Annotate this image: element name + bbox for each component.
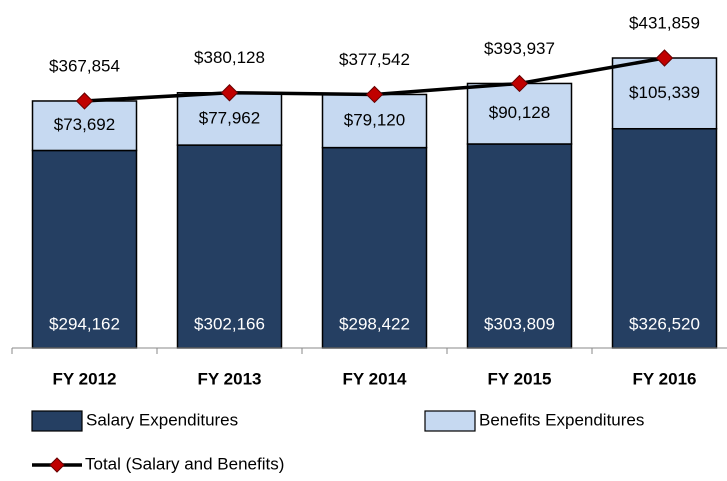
legend-swatch — [31, 410, 83, 432]
value-label: $302,166 — [194, 314, 265, 333]
value-label: $79,120 — [344, 111, 405, 130]
value-label: $105,339 — [629, 83, 700, 102]
bar-segment — [611, 57, 718, 130]
bar-segment — [321, 146, 428, 349]
value-label: $77,962 — [199, 108, 260, 127]
x-tick-label: FY 2015 — [488, 369, 552, 388]
x-tick-label: FY 2016 — [633, 369, 697, 388]
legend-label: Total (Salary and Benefits) — [85, 454, 284, 473]
value-label: $377,542 — [339, 50, 410, 69]
line-marker — [365, 85, 384, 104]
legend-label: Salary Expenditures — [86, 410, 238, 429]
value-label: $326,520 — [629, 314, 700, 333]
value-label: $90,128 — [489, 103, 550, 122]
value-label: $367,854 — [49, 56, 120, 75]
bar-segment — [176, 91, 283, 146]
value-label: $431,859 — [629, 13, 700, 32]
bar-segment — [321, 93, 428, 149]
value-label: $298,422 — [339, 314, 410, 333]
bar-segment — [466, 82, 573, 145]
value-label: $303,809 — [484, 314, 555, 333]
line-marker — [220, 84, 239, 102]
legend-label: Benefits Expenditures — [479, 410, 644, 429]
bar-segment — [31, 149, 138, 349]
legend-swatch — [424, 410, 476, 432]
line-marker — [510, 74, 529, 93]
value-label: $73,692 — [54, 115, 115, 134]
value-label: $380,128 — [194, 48, 265, 67]
line-marker — [655, 49, 674, 67]
line-marker — [75, 92, 94, 110]
x-tick-label: FY 2014 — [343, 369, 408, 388]
value-label: $393,937 — [484, 39, 555, 58]
legend-marker — [49, 457, 65, 473]
value-label: $294,162 — [49, 314, 120, 333]
x-tick-label: FY 2012 — [53, 369, 117, 388]
x-tick-label: FY 2013 — [198, 369, 262, 388]
